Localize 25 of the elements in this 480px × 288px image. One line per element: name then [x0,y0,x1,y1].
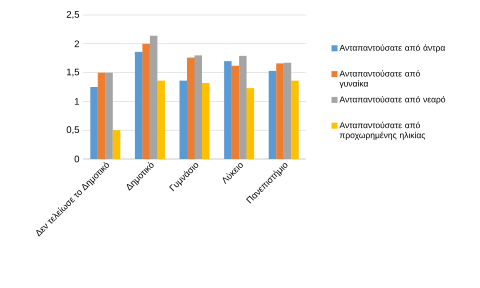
bar [224,61,232,159]
bar [90,87,98,159]
legend-label: Ανταπαντούσατε από γυναίκα [339,70,420,88]
bar [268,70,276,159]
y-tick-label: 0,5 [66,126,80,134]
legend-label: Ανταπαντούσατε από προχωρημένης ηλικίας [339,122,426,140]
y-tick-label: 2 [74,40,80,48]
bar [142,44,150,159]
bar [291,80,299,159]
y-tick-label: 1,5 [67,68,80,76]
legend-label: Ανταπαντούσατε από νεαρό [339,96,446,104]
legend-label: Ανταπαντούσατε από άντρα [339,44,446,52]
bar [246,88,254,159]
bar [157,80,165,159]
y-tick-label: 2,5 [66,11,80,19]
bar [202,82,210,159]
bar [180,80,187,159]
bar [232,66,240,159]
bar [134,52,142,159]
bar [112,130,120,159]
y-tick-label: 0 [74,156,80,162]
bar [98,72,106,159]
y-tick-label: 1 [74,98,80,105]
bar [276,63,284,159]
bar [187,58,194,159]
